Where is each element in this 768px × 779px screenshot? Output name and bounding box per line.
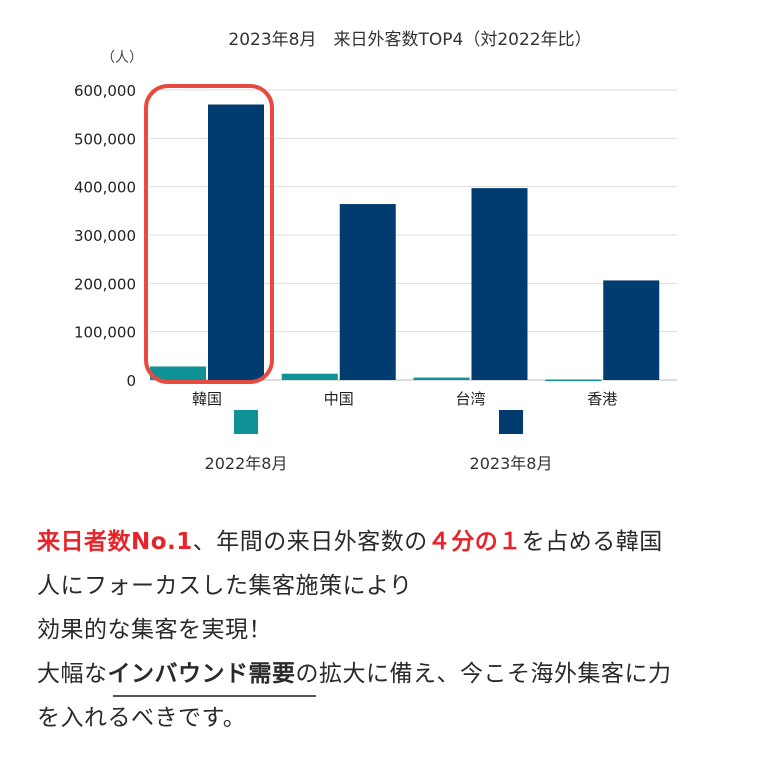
copy-line-1: 来日者数No.1、年間の来日外客数の４分の１を占める韓国	[37, 520, 737, 564]
x-tick-label: 韓国	[192, 390, 222, 408]
x-tick-label: 台湾	[455, 390, 485, 408]
legend-swatch-2022	[234, 410, 258, 434]
y-tick-label: 400,000	[74, 179, 136, 197]
bar-2023-3	[603, 280, 660, 380]
bar-2023-1	[339, 204, 396, 380]
bar-2022-2	[413, 377, 470, 380]
y-tick-label: 200,000	[74, 275, 136, 293]
copy-text: 大幅な	[37, 661, 108, 687]
highlight-quarter: ４分の１	[427, 529, 522, 555]
bar-2022-3	[545, 379, 602, 382]
highlight-box	[144, 84, 274, 384]
bars	[150, 104, 660, 382]
copy-line-4: 大幅なインバウンド需要の拡大に備え、今こそ海外集客に力	[37, 652, 737, 696]
y-tick-label: 500,000	[74, 130, 136, 148]
bar-2023-0	[208, 104, 264, 380]
copy-line-3: 効果的な集客を実現！	[37, 617, 272, 643]
y-tick-label: 0	[126, 372, 136, 390]
x-tick-labels: 韓国 中国 台湾 香港	[192, 390, 617, 408]
copy-line-2: 人にフォーカスした集客施策により	[37, 573, 413, 599]
underline-decoration	[113, 695, 316, 697]
x-tick-label: 香港	[587, 390, 617, 408]
y-tick-label: 300,000	[74, 227, 136, 245]
x-tick-label: 中国	[324, 390, 354, 408]
copy-text: の拡大に備え、今こそ海外集客に力	[295, 661, 672, 687]
legend-swatch-2023	[499, 410, 523, 434]
bar-2022-0	[150, 366, 206, 380]
y-unit-label: （人）	[101, 50, 143, 66]
chart-title: 2023年8月 来日外客数TOP4（対2022年比）	[228, 30, 591, 50]
bar-2023-2	[471, 188, 528, 380]
copy-line-5: を入れるべきです。	[37, 705, 247, 731]
description-text: 来日者数No.1、年間の来日外客数の４分の１を占める韓国 人にフォーカスした集客…	[37, 520, 737, 740]
copy-text: を占める韓国	[521, 529, 663, 555]
legend-label-2022: 2022年8月	[204, 454, 288, 473]
chart-area: 2023年8月 来日外客数TOP4（対2022年比） （人） 0 100,000 2…	[74, 30, 677, 473]
copy-text: 、年間の来日外客数の	[192, 529, 428, 555]
bar-chart: 2023年8月 来日外客数TOP4（対2022年比） （人） 0 100,000 2…	[74, 30, 677, 408]
highlight-no1: 来日者数No.1	[37, 529, 193, 555]
highlight-inbound: インバウンド需要	[107, 661, 296, 687]
y-tick-label: 600,000	[74, 82, 136, 100]
legend-label-2023: 2023年8月	[469, 454, 553, 473]
y-tick-labels: 0 100,000 200,000 300,000 400,000 500,000 600,…	[74, 82, 136, 390]
y-tick-label: 100,000	[74, 324, 136, 342]
bar-2022-1	[281, 373, 338, 380]
